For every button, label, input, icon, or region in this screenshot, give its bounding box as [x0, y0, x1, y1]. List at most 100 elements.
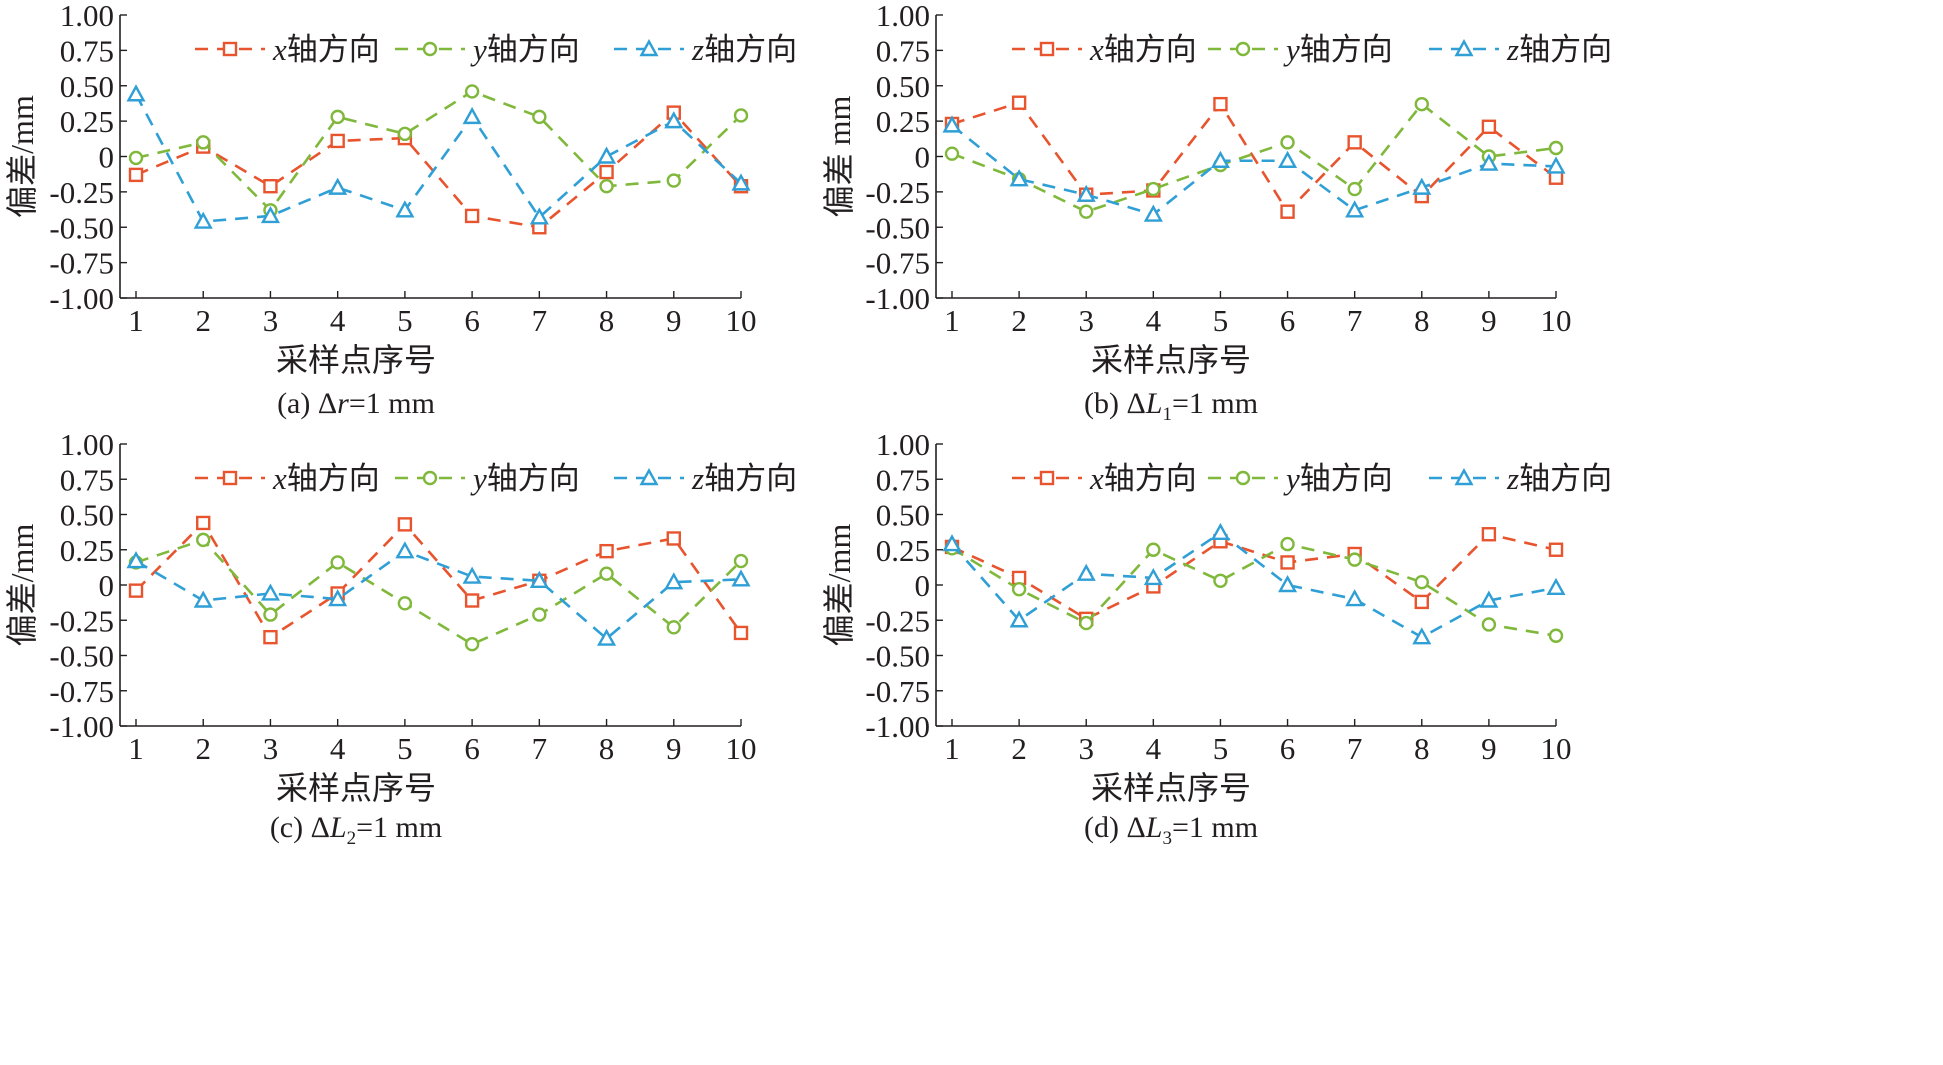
data-point-x [1548, 542, 1564, 557]
chart-panel: 1.000.750.500.250-0.25-0.50-0.75-1.00 1 2 3… [4, 0, 797, 420]
legend-label-z: z轴方向 [691, 32, 797, 67]
data-point-y [599, 566, 614, 581]
y-tick-label: -0.50 [865, 210, 930, 245]
legend-marker-x [222, 470, 238, 486]
data-point-z [664, 572, 684, 590]
data-point-z [664, 111, 684, 129]
legend-marker-y [1235, 470, 1251, 486]
legend-marker-x [1039, 41, 1055, 57]
data-point-z [731, 173, 751, 191]
data-point-z [126, 551, 146, 569]
data-point-y [128, 150, 144, 166]
data-point-z [1143, 204, 1163, 222]
x-axis-label: 采样点序号 [1091, 770, 1251, 806]
series-line-x [951, 532, 1557, 621]
x-tick-label: 8 [599, 731, 615, 766]
data-point-z [1546, 156, 1566, 174]
legend-label-y: y轴方向 [470, 32, 580, 67]
x-tick-label: 4 [1146, 731, 1162, 766]
legend-marker-x [1039, 470, 1055, 486]
data-point-z [1345, 589, 1365, 607]
x-tick-label: 4 [1146, 303, 1162, 338]
series-line-x [135, 520, 743, 640]
x-tick-label: 8 [599, 303, 615, 338]
data-point-y [263, 607, 278, 622]
data-point-z [395, 541, 415, 559]
data-point-y [666, 620, 681, 635]
data-point-y [1548, 140, 1564, 156]
y-tick-label: 0.25 [876, 533, 930, 568]
y-tick-label: -0.75 [49, 674, 114, 709]
data-point-y [1146, 181, 1161, 197]
x-tick-label: 5 [397, 731, 413, 766]
x-tick-label: 3 [263, 731, 279, 766]
series-line-z [951, 124, 1557, 216]
data-point-z [597, 628, 617, 646]
series-line-y [135, 89, 742, 213]
legend-label-x: x轴方向 [272, 461, 380, 496]
x-tick-label: 10 [1541, 303, 1572, 338]
data-point-z [462, 106, 482, 125]
series-line-z [134, 93, 742, 223]
data-point-z [597, 146, 617, 164]
x-tick-label: 9 [666, 731, 682, 766]
y-tick-label: 0.50 [876, 69, 930, 104]
x-tick-label: 5 [397, 303, 413, 338]
data-point-y [1347, 552, 1362, 567]
y-tick-label: -0.25 [49, 603, 114, 638]
x-tick-label: 3 [1078, 731, 1094, 766]
y-tick-label: 0.75 [876, 33, 930, 68]
data-point-z [529, 570, 549, 588]
data-point-y [464, 84, 480, 99]
data-point-z [1143, 567, 1163, 586]
data-point-z [193, 211, 213, 229]
y-tick-label: -0.25 [865, 175, 930, 210]
data-point-x [330, 133, 345, 149]
y-axis-label: 偏差/mm [4, 524, 40, 647]
data-point-x [1481, 527, 1497, 542]
y-tick-label: 0 [99, 568, 115, 603]
series-line-x [135, 110, 742, 229]
data-point-z [260, 583, 280, 601]
data-point-y [532, 607, 547, 622]
legend-label-z: z轴方向 [691, 461, 797, 496]
legend-marker-y [422, 470, 438, 486]
data-point-z [328, 177, 348, 195]
data-point-x [733, 625, 749, 641]
data-point-y [196, 135, 211, 150]
x-tick-label: 1 [128, 303, 144, 338]
x-tick-label: 1 [944, 303, 960, 338]
panel-caption: (d) ΔL3=1 mm [1084, 811, 1258, 849]
y-tick-label: 0.50 [876, 498, 930, 533]
legend-label-y: y轴方向 [1283, 461, 1393, 496]
data-point-y [944, 146, 960, 161]
data-point-x [1347, 135, 1362, 150]
data-point-z [1210, 522, 1230, 541]
data-point-z [942, 534, 962, 552]
data-point-z [462, 566, 482, 584]
data-point-z [395, 200, 415, 218]
y-tick-label: 0.25 [60, 533, 114, 568]
x-tick-label: 3 [263, 303, 279, 338]
y-tick-label: -0.75 [49, 246, 114, 281]
data-point-y [397, 596, 413, 611]
x-tick-label: 7 [1347, 731, 1363, 766]
x-tick-label: 9 [1481, 303, 1497, 338]
data-point-x [1280, 204, 1295, 219]
legend-marker-z [1454, 39, 1474, 57]
y-tick-label: 0.25 [60, 104, 114, 139]
legend-label-x: x轴方向 [1089, 461, 1197, 496]
series-line-y [951, 542, 1557, 638]
x-tick-label: 2 [195, 303, 211, 338]
data-point-y [1481, 617, 1497, 632]
data-point-z [193, 590, 213, 608]
data-point-y [1213, 573, 1228, 588]
data-point-y [1414, 96, 1429, 112]
data-point-z [942, 115, 962, 133]
y-tick-label: 0.50 [60, 69, 114, 104]
data-point-y [1414, 574, 1429, 590]
y-tick-label: -0.50 [49, 210, 114, 245]
y-tick-label: -0.75 [865, 674, 930, 709]
y-tick-label: -1.00 [865, 281, 930, 316]
data-point-x [263, 179, 278, 194]
